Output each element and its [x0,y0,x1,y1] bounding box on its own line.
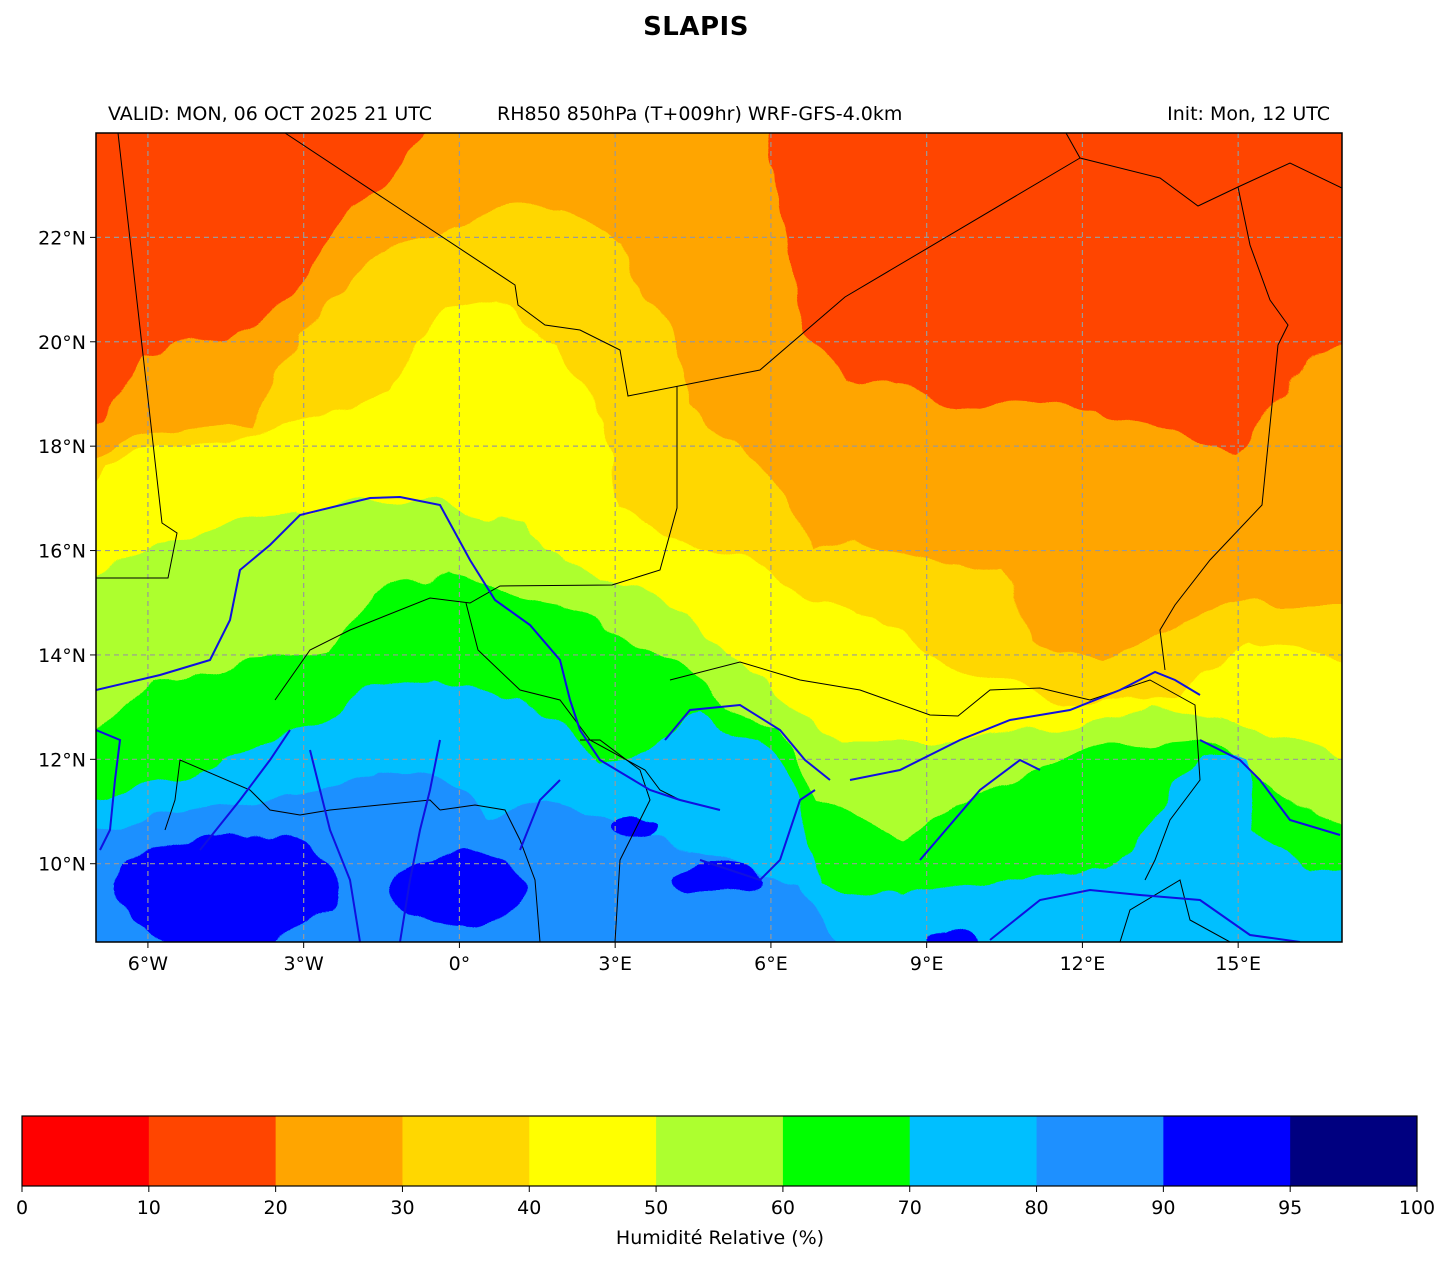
rh-wet-patch-east [675,857,765,893]
lon-tick-label: 3°E [598,953,632,975]
river-benue-branch [919,758,1041,861]
border-cameroon [1119,879,1231,942]
colorbar-label: Humidité Relative (%) [615,1227,825,1249]
init-time-label: Init: Mon, 12 UTC [1167,103,1330,125]
border-libya-niger-chad [1079,157,1342,207]
river-niger-upper [96,495,721,811]
lon-tick-label: 6°W [128,953,169,975]
map-axes: 6°W 3°W 0° 3°E 6°E 9°E 12°E 15°E 10°N 12°N 14°N 16°… [38,227,1261,975]
colorbar-segment [1290,1116,1418,1186]
border-algeria-mali-niger [284,133,1081,397]
lat-tick-label: 10°N [38,854,86,876]
lon-tick-label: 12°E [1060,953,1106,975]
colorbar-tick-label: 40 [517,1197,541,1219]
colorbar-segment [529,1116,657,1186]
rh-wet-patch-south [925,925,975,942]
colorbar-tick-label: 0 [16,1197,28,1219]
lat-tick-label: 14°N [38,645,86,667]
lat-tick-label: 18°N [38,436,86,458]
valid-time-label: VALID: MON, 06 OCT 2025 21 UTC [108,103,433,125]
border-burkina-ivorycoast [164,759,441,831]
lon-tick-label: 9°E [910,953,944,975]
colorbar-segment [782,1116,911,1186]
colorbar-tick-label: 70 [898,1197,922,1219]
colorbar-segment [148,1116,277,1186]
colorbar-tick-label: 80 [1024,1197,1048,1219]
river-komadugu [849,670,1201,781]
river-chari [1199,739,1341,836]
rh-dry-northeast [771,133,1342,450]
river-niger-lower [699,789,816,882]
chart-title: SLAPIS [643,12,749,42]
colorbar-tick-label: 100 [1399,1197,1435,1219]
lon-tick-label: 6°E [754,953,788,975]
border-togo-ghana [439,804,541,942]
colorbar-segment [909,1116,1038,1186]
colorbar-tick-label: 60 [771,1197,795,1219]
lon-tick-label: 3°W [283,953,324,975]
river-volta-black [199,729,291,851]
rivers [96,495,1341,942]
river-oti [519,779,561,851]
lon-tick-label: 15°E [1215,953,1261,975]
river-volta-red [399,739,441,942]
colorbar-segment [402,1116,530,1186]
rh-wet-patch-west [120,835,340,942]
border-mauritania-mali [96,133,178,579]
rh-field [96,133,1342,942]
rh-dry-northwest [96,133,426,421]
rh-wet-patch-small [605,815,655,835]
colorbar-tick-label: 20 [264,1197,288,1219]
border-niger-chad [1159,186,1289,671]
border-niger-nigeria [669,661,1201,881]
colorbar: 0 10 20 30 40 50 60 70 80 90 95 100 [16,1115,1435,1219]
river-benue [989,888,1301,942]
lat-tick-label: 16°N [38,541,86,563]
graticule [96,133,1342,942]
lat-tick-label: 22°N [38,227,86,249]
colorbar-tick-label: 10 [137,1197,161,1219]
map-frame [95,132,1343,943]
colorbar-tick-label: 30 [390,1197,414,1219]
border-benin-nigeria [580,739,651,942]
colorbar-tick-label: 50 [644,1197,668,1219]
border-niger-burkina-benin [465,602,681,801]
product-label: RH850 850hPa (T+009hr) WRF-GFS-4.0km [497,103,903,125]
river-west-1 [96,729,122,851]
colorbar-segment [1036,1116,1164,1186]
river-sokoto [664,703,831,781]
country-borders [96,133,1342,942]
river-volta-white [309,749,361,942]
colorbar-frame [21,1115,1418,1187]
lat-tick-label: 20°N [38,332,86,354]
colorbar-segment [22,1116,150,1186]
colorbar-segment [1163,1116,1291,1186]
colorbar-tick-label: 95 [1278,1197,1302,1219]
border-mali-niger-burkina [274,386,678,701]
colorbar-segment [275,1116,403,1186]
colorbar-tick-label: 90 [1151,1197,1175,1219]
lat-tick-label: 12°N [38,749,86,771]
lon-tick-label: 0° [449,953,471,975]
colorbar-segment [656,1116,784,1186]
